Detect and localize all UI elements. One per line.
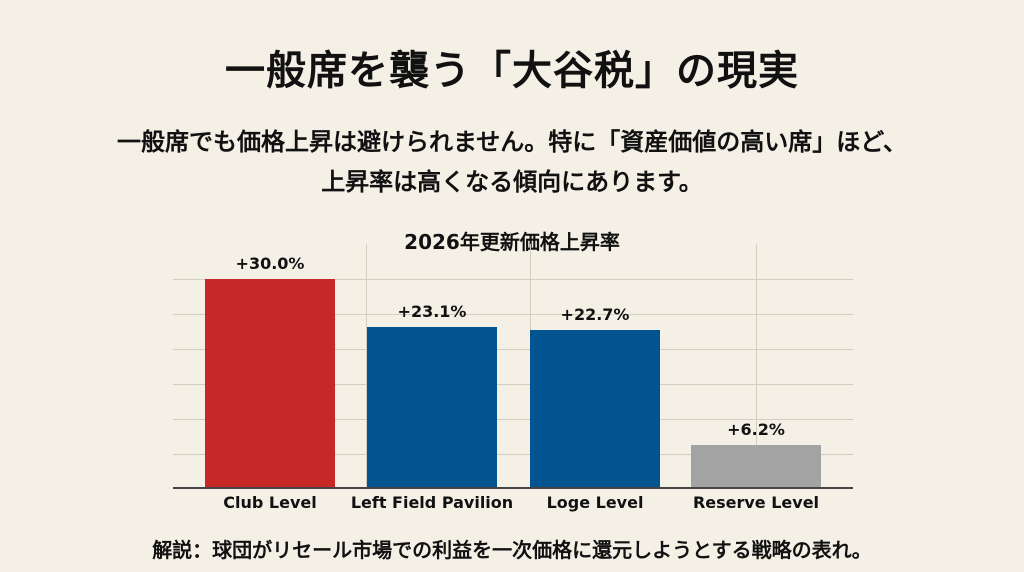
subtitle: 一般席でも価格上昇は避けられません。特に「資産価値の高い席」ほど、 上昇率は高く… — [0, 122, 1024, 202]
x-axis-label: Reserve Level — [692, 493, 820, 512]
bar-loge-level — [530, 330, 660, 488]
gridline — [173, 349, 853, 350]
bar-club-level — [205, 279, 335, 488]
bar-left-field-pavilion — [367, 327, 497, 488]
bar-value-label: +22.7% — [560, 305, 630, 324]
bar-chart: +30.0% +23.1% +22.7% +6.2% — [173, 244, 853, 489]
bar-value-label: +30.0% — [235, 254, 305, 273]
x-axis-line — [173, 487, 853, 489]
gridline-vertical — [756, 244, 757, 488]
gridline — [173, 314, 853, 315]
chart-title: 2026年更新価格上昇率 — [404, 230, 620, 254]
subtitle-line-1: 一般席でも価格上昇は避けられません。特に「資産価値の高い席」ほど、 — [116, 128, 908, 156]
footnote: 解説：球団がリセール市場での利益を一次価格に還元しようとする戦略の表れ。 — [152, 538, 872, 562]
x-axis-label: Club Level — [223, 493, 317, 512]
bar-reserve-level — [691, 445, 821, 488]
bar-value-label: +6.2% — [727, 420, 785, 439]
x-axis-label: Loge Level — [546, 493, 644, 512]
gridline — [173, 454, 853, 455]
bar-value-label: +23.1% — [397, 302, 467, 321]
gridline — [173, 384, 853, 385]
subtitle-line-2: 上昇率は高くなる傾向にあります。 — [321, 168, 703, 196]
gridline — [173, 419, 853, 420]
gridline — [173, 279, 853, 280]
x-axis-label: Left Field Pavilion — [350, 493, 514, 512]
gridline-vertical — [366, 244, 367, 488]
page-title: 一般席を襲う「大谷税」の現実 — [225, 48, 799, 94]
